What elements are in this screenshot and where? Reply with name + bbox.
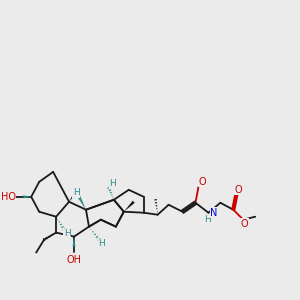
- Polygon shape: [69, 191, 77, 202]
- Text: O: O: [240, 219, 248, 229]
- Text: OH: OH: [67, 254, 82, 265]
- Text: O: O: [235, 185, 242, 195]
- Text: H: H: [64, 229, 70, 238]
- Text: HO: HO: [1, 192, 16, 202]
- Text: N: N: [210, 208, 218, 218]
- Text: H: H: [98, 239, 105, 248]
- Text: H: H: [73, 188, 80, 197]
- Text: O: O: [199, 177, 206, 187]
- Text: H: H: [110, 179, 116, 188]
- Polygon shape: [23, 195, 31, 198]
- Polygon shape: [73, 237, 76, 247]
- Polygon shape: [78, 196, 86, 210]
- Text: H: H: [204, 215, 211, 224]
- Polygon shape: [124, 201, 135, 212]
